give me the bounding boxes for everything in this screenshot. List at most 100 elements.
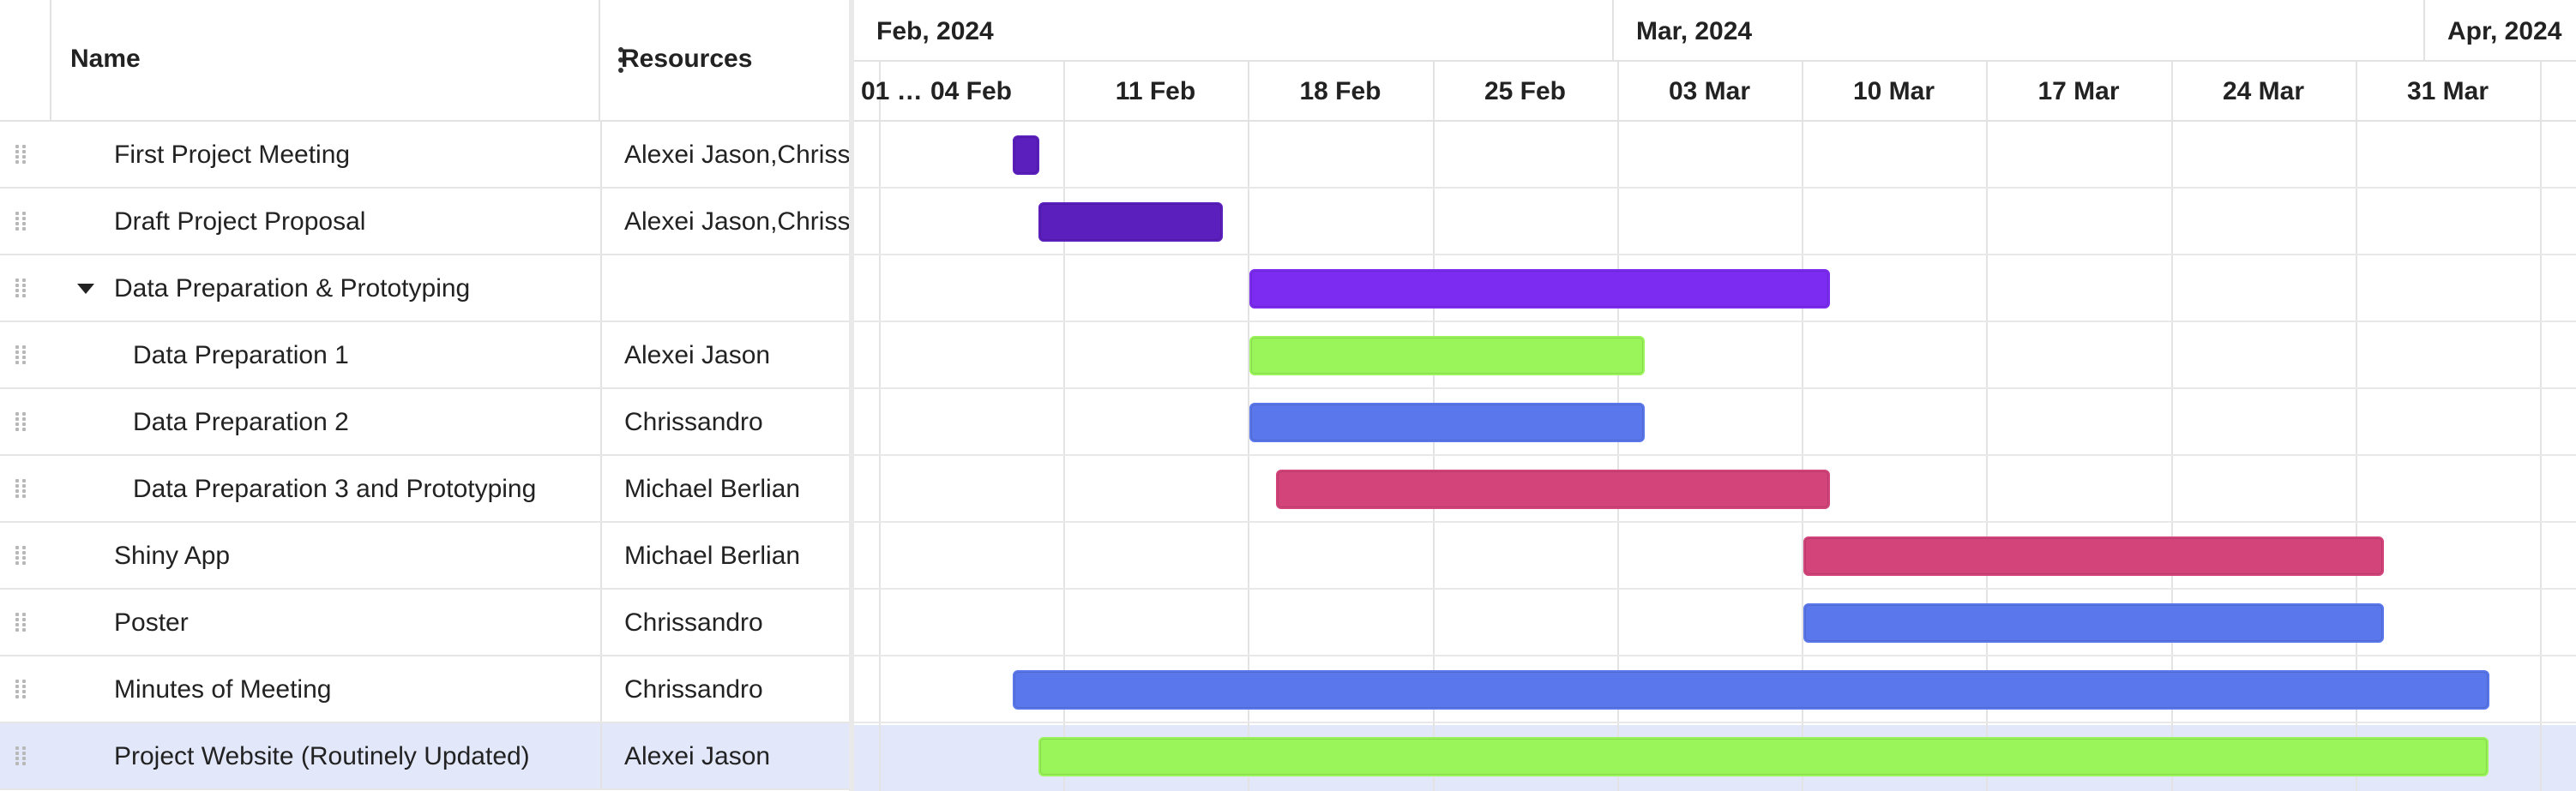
drag-handle-icon[interactable] — [15, 212, 27, 231]
month-label: Apr, 2024 — [2447, 17, 2562, 45]
task-bar[interactable] — [1013, 670, 2489, 710]
task-resources: Michael Berlian — [624, 475, 801, 503]
task-name: Shiny App — [114, 542, 231, 570]
task-name: Project Website (Routinely Updated) — [114, 742, 530, 770]
resources-column-label: Resources — [621, 45, 753, 73]
timeline-panel: Feb, 2024 Mar, 2024 Apr, 2024 01 … 04 Feb… — [854, 0, 2576, 791]
row-gridline — [854, 187, 2576, 189]
week-gridline — [1802, 62, 1803, 791]
table-row[interactable]: Data Preparation 1 Alexei Jason — [0, 322, 851, 389]
task-resources: Chrissandro — [624, 408, 763, 436]
task-name: Data Preparation 1 — [133, 341, 349, 369]
task-bar[interactable] — [1038, 737, 2489, 776]
task-name: Poster — [114, 608, 189, 637]
drag-handle-icon[interactable] — [15, 145, 27, 164]
task-bar[interactable] — [1013, 135, 1039, 175]
task-bar[interactable] — [1038, 202, 1223, 242]
week-label: 24 Mar — [2222, 77, 2305, 105]
resources-cell: Chrissandro — [600, 656, 851, 722]
drag-handle-icon[interactable] — [15, 680, 27, 698]
drag-handle-icon[interactable] — [15, 345, 27, 364]
task-bar[interactable] — [1803, 603, 2384, 643]
resources-cell: Chrissandro — [600, 590, 851, 655]
task-bar[interactable] — [1276, 470, 1830, 509]
resources-cell: Alexei Jason — [600, 723, 851, 788]
resources-cell: Alexei Jason,Chrissandro — [600, 122, 851, 187]
drag-handle-icon[interactable] — [15, 546, 27, 565]
table-row[interactable]: First Project Meeting Alexei Jason,Chriss… — [0, 122, 851, 189]
week-gridline — [879, 62, 881, 791]
collapse-arrow-icon[interactable] — [77, 284, 94, 294]
resources-cell: Alexei Jason — [600, 322, 851, 387]
row-gridline — [854, 722, 2576, 723]
row-gridline — [854, 655, 2576, 656]
month-cell: Feb, 2024 — [854, 0, 1614, 62]
resources-column-header[interactable]: Resources — [600, 0, 851, 120]
task-resources: Chrissandro — [624, 608, 763, 637]
week-label: 10 Mar — [1852, 77, 1935, 105]
drag-handle-icon[interactable] — [15, 746, 27, 765]
drag-handle-icon[interactable] — [15, 479, 27, 498]
task-name: Data Preparation & Prototyping — [114, 274, 471, 303]
week-gridline — [1248, 62, 1249, 791]
task-bar[interactable] — [1249, 403, 1645, 442]
task-resources: Alexei Jason — [624, 341, 771, 369]
row-gridline — [854, 588, 2576, 590]
table-row[interactable]: Project Website (Routinely Updated) Alexe… — [0, 723, 851, 790]
column-menu-icon[interactable] — [605, 43, 636, 77]
task-resources: Alexei Jason,Chrissandro — [624, 207, 851, 236]
table-row[interactable]: Poster Chrissandro — [0, 590, 851, 656]
drag-handle-icon[interactable] — [15, 613, 27, 632]
resources-cell: Chrissandro — [600, 389, 851, 454]
task-bar[interactable] — [1803, 536, 2384, 576]
week-label: 31 Mar — [2406, 77, 2489, 105]
task-grid: Name Resources First Project Meeting Alex… — [0, 0, 851, 791]
row-gridline — [854, 254, 2576, 255]
month-label: Feb, 2024 — [876, 17, 994, 45]
task-resources: Alexei Jason,Chrissandro — [624, 141, 851, 169]
month-cell: Mar, 2024 — [1614, 0, 2425, 62]
task-bar[interactable] — [1249, 269, 1830, 309]
row-gridline — [854, 387, 2576, 389]
task-resources: Alexei Jason — [624, 742, 771, 770]
drag-handle-icon[interactable] — [15, 412, 27, 431]
name-column-label: Name — [70, 45, 141, 73]
table-row[interactable]: Minutes of Meeting Chrissandro — [0, 656, 851, 723]
week-gridline — [2356, 62, 2357, 791]
task-name: Draft Project Proposal — [114, 207, 366, 236]
resources-cell: Alexei Jason,Chrissandro — [600, 189, 851, 254]
name-column-header[interactable]: Name — [51, 0, 623, 120]
resources-cell: Michael Berlian — [600, 456, 851, 521]
week-gridline — [2171, 62, 2173, 791]
week-label: 25 Feb — [1484, 77, 1567, 105]
table-row[interactable]: Data Preparation 2 Chrissandro — [0, 389, 851, 456]
resources-cell: Michael Berlian — [600, 523, 851, 588]
handle-column-header — [0, 0, 51, 120]
task-resources: Chrissandro — [624, 675, 763, 704]
table-row[interactable]: Draft Project Proposal Alexei Jason,Chris… — [0, 189, 851, 255]
month-label: Mar, 2024 — [1636, 17, 1753, 45]
week-gridline — [1063, 62, 1065, 791]
week-gridline — [1986, 62, 1988, 791]
grid-splitter[interactable] — [849, 0, 856, 791]
task-bar[interactable] — [1249, 336, 1645, 375]
row-gridline — [854, 454, 2576, 456]
week-label: 18 Feb — [1299, 77, 1381, 105]
drag-handle-icon[interactable] — [15, 279, 27, 297]
week-header: 01 … 04 Feb 11 Feb 18 Feb 25 Feb 03 Mar 10 Mar… — [854, 62, 2576, 122]
row-gridline — [854, 521, 2576, 523]
table-row[interactable]: Data Preparation 3 and Prototyping Michae… — [0, 456, 851, 523]
month-header: Feb, 2024 Mar, 2024 Apr, 2024 — [854, 0, 2576, 62]
table-row[interactable]: Shiny App Michael Berlian — [0, 523, 851, 590]
month-cell: Apr, 2024 — [2425, 0, 2576, 62]
week-label: 01 … — [861, 77, 923, 105]
row-gridline — [854, 321, 2576, 322]
week-gridline — [2540, 62, 2542, 791]
week-label: 03 Mar — [1668, 77, 1751, 105]
resources-cell — [600, 255, 851, 321]
task-name: First Project Meeting — [114, 141, 351, 169]
grid-header: Name Resources — [0, 0, 851, 122]
table-row[interactable]: Data Preparation & Prototyping — [0, 255, 851, 322]
week-label: 17 Mar — [2037, 77, 2120, 105]
task-name: Data Preparation 2 — [133, 408, 349, 436]
